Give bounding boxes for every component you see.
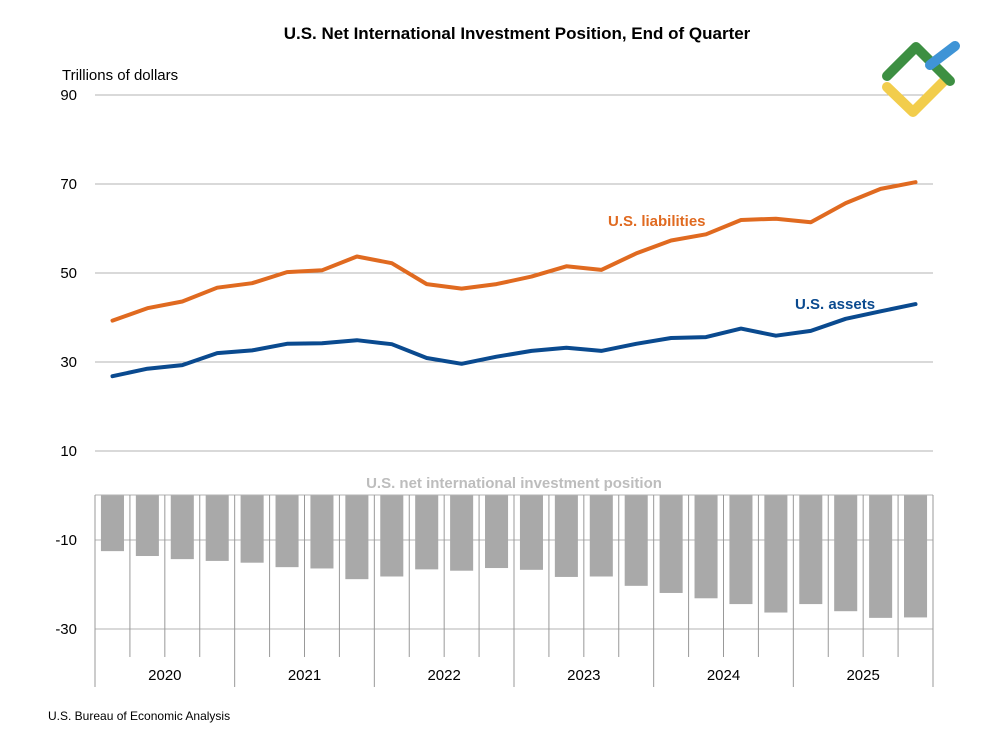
net-position-bar xyxy=(554,495,578,577)
assets-series-label: U.S. assets xyxy=(795,296,875,313)
net-position-bar xyxy=(485,495,509,569)
net-position-bar xyxy=(694,495,718,599)
net-position-bar xyxy=(170,495,194,560)
x-year-label: 2020 xyxy=(148,667,181,684)
brand-logo-icon xyxy=(882,41,960,117)
chart-title: U.S. Net International Investment Positi… xyxy=(284,24,751,43)
net-position-bar xyxy=(275,495,299,568)
net-position-bar xyxy=(450,495,474,571)
net-position-bar xyxy=(205,495,229,561)
net-position-bar xyxy=(345,495,369,580)
net-position-bar xyxy=(729,495,753,605)
net-position-bar xyxy=(764,495,788,613)
net-position-bar xyxy=(310,495,334,569)
net-position-bars xyxy=(100,495,928,618)
net-position-bar xyxy=(589,495,613,577)
y-tick-label: -30 xyxy=(55,621,77,638)
x-year-label: 2021 xyxy=(288,667,321,684)
liabilities-series-label: U.S. liabilities xyxy=(608,213,706,230)
net-position-bar xyxy=(799,495,823,605)
x-year-label: 2022 xyxy=(427,667,460,684)
y-tick-label: 70 xyxy=(60,176,77,193)
y-tick-label: 50 xyxy=(60,265,77,282)
net-position-bar xyxy=(415,495,439,570)
x-year-label: 2023 xyxy=(567,667,600,684)
net-position-series-label: U.S. net international investment positi… xyxy=(366,475,662,492)
net-position-bar xyxy=(834,495,858,612)
y-tick-label: 90 xyxy=(60,87,77,104)
net-position-bar xyxy=(624,495,648,586)
assets-line xyxy=(110,302,918,379)
liabilities-line xyxy=(110,180,918,323)
net-position-bar xyxy=(100,495,124,552)
x-axis: 2020 2021 2022 2023 2024 2025 xyxy=(94,494,934,687)
x-year-label: 2024 xyxy=(707,667,740,684)
net-position-bar xyxy=(904,495,928,618)
net-position-bar xyxy=(135,495,159,557)
x-year-label: 2025 xyxy=(846,667,879,684)
net-position-bar xyxy=(869,495,893,618)
net-position-bar xyxy=(240,495,264,563)
net-position-bar xyxy=(380,495,404,577)
y-tick-label: 30 xyxy=(60,354,77,371)
source-note: U.S. Bureau of Economic Analysis xyxy=(48,709,230,723)
y-tick-label: 10 xyxy=(60,443,77,460)
net-position-bar xyxy=(659,495,683,593)
y-axis-ticks: 90 70 50 30 10 -10 -30 xyxy=(55,87,77,638)
y-axis-unit-label: Trillions of dollars xyxy=(62,67,178,84)
series-lines xyxy=(110,180,918,379)
net-position-bar xyxy=(519,495,543,570)
y-tick-label: -10 xyxy=(55,532,77,549)
